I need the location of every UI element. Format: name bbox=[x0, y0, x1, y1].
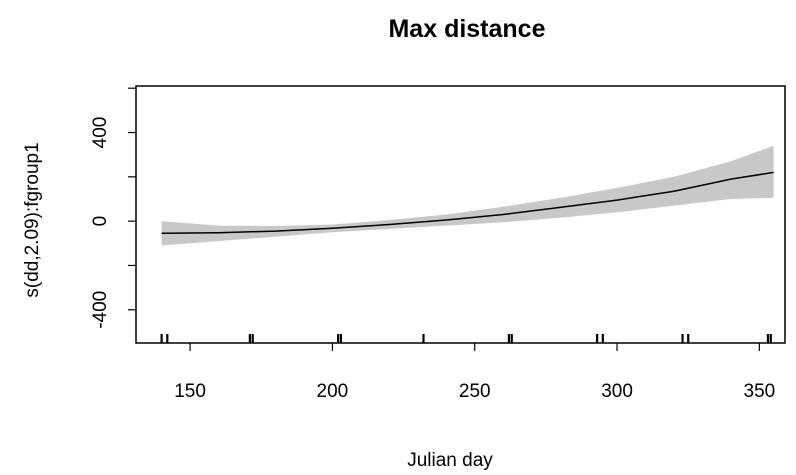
smooth-line bbox=[161, 171, 774, 235]
chart-title: Max distance bbox=[388, 15, 545, 43]
plot-area bbox=[161, 145, 774, 246]
x-axis-label: Julian day bbox=[407, 450, 493, 471]
x-tick-label: 250 bbox=[459, 381, 491, 402]
x-tick-label: 200 bbox=[317, 381, 349, 402]
x-tick-label: 150 bbox=[174, 381, 206, 402]
y-tick-label: -400 bbox=[90, 291, 111, 329]
y-tick-label: 0 bbox=[90, 216, 111, 227]
y-tick-label: 400 bbox=[90, 117, 111, 149]
x-axis: 150 200 250 300 350 bbox=[174, 343, 775, 402]
x-tick-label: 350 bbox=[744, 381, 776, 402]
y-axis: -400 0 400 bbox=[90, 87, 136, 329]
x-tick-label: 300 bbox=[601, 381, 633, 402]
confidence-band bbox=[161, 145, 774, 246]
rug bbox=[160, 334, 772, 343]
plot-frame bbox=[135, 85, 786, 344]
y-axis-label: s(dd,2.09):fgroup1 bbox=[22, 142, 43, 297]
